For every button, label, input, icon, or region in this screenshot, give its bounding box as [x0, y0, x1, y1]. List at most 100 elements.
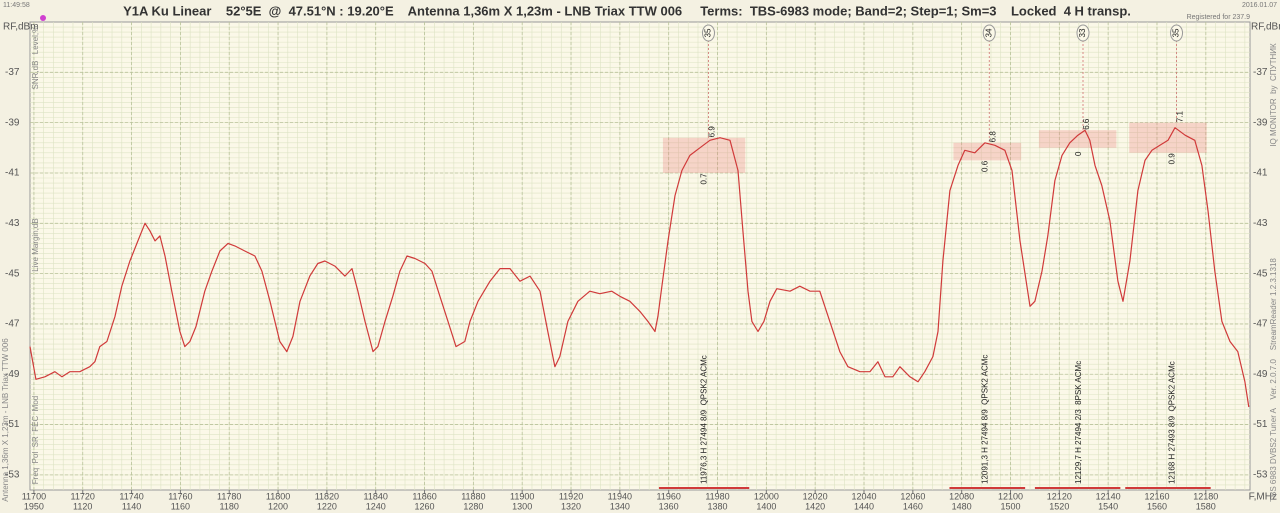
x-tick-label: 12000	[754, 491, 779, 501]
y-tick-label-right: -51	[1253, 419, 1268, 430]
level-badge	[982, 24, 996, 42]
x-tick-label: 11740	[119, 491, 143, 501]
side-label: Freq Pol SR FEC Mod	[31, 396, 40, 484]
y-tick-label: -49	[5, 369, 20, 380]
x-tick-label: 11840	[364, 491, 388, 501]
y-tick-label-right: -45	[1253, 268, 1268, 279]
x2-tick-label: 1160	[171, 501, 190, 511]
x2-tick-label: 1500	[1000, 501, 1020, 511]
x2-tick-label: 1540	[1098, 501, 1118, 511]
level-label: 34	[984, 28, 993, 37]
x-axis-label: F,MHz	[1249, 492, 1277, 503]
x-tick-label: 11720	[71, 491, 95, 501]
x2-tick-label: 1400	[756, 501, 776, 511]
margin-label: 0.6	[980, 160, 989, 172]
mer-label: 6.8	[988, 131, 997, 143]
x-tick-label: 12040	[851, 491, 876, 501]
band-bar	[1034, 487, 1121, 489]
x-tick-label: 12120	[1047, 491, 1072, 501]
margin-label: 0	[1074, 151, 1083, 156]
y-tick-label-right: -49	[1253, 369, 1268, 380]
margin-label: 0.9	[1168, 153, 1177, 165]
margin-shade	[1129, 122, 1207, 153]
side-label: Live Margin,dB	[31, 218, 40, 271]
spectrum-line	[29, 127, 1250, 408]
y-tick-label: -47	[5, 319, 20, 330]
level-label: 35	[704, 28, 713, 37]
mer-label: 6.6	[1082, 118, 1091, 130]
x2-tick-label: 1480	[952, 501, 972, 511]
x2-tick-label: 1120	[73, 501, 92, 511]
x-tick-label: 12180	[1193, 491, 1218, 501]
y-tick-label: -41	[5, 168, 20, 179]
y-tick-label-right: -47	[1253, 319, 1268, 330]
x-tick-label: 11920	[559, 491, 583, 501]
y-tick-label-right: -37	[1253, 67, 1268, 78]
y-tick-label-right: -53	[1253, 470, 1268, 481]
y-tick-label: -51	[5, 419, 20, 430]
x2-tick-label: 1440	[854, 501, 874, 511]
transponder-info: 12091,3 H 27494 8/9 QPSK2 ACMc	[980, 355, 989, 484]
y-tick-label: -37	[5, 67, 20, 78]
x-tick-label: 11760	[168, 491, 192, 501]
side-label: Antenna 1,36m X 1,23m - LNB Triax TTW 00…	[1, 338, 10, 502]
band-bar	[1125, 487, 1211, 489]
x-tick-label: 11980	[705, 491, 729, 501]
mer-label: 6.9	[708, 126, 717, 138]
x2-tick-label: 1950	[24, 501, 44, 511]
y-tick-label-right: -39	[1253, 117, 1268, 128]
side-label: TBS 6983 DVBS2 Tuner A Ver. 2.0.7.0 Stre…	[1269, 258, 1278, 502]
x2-tick-label: 1240	[366, 501, 386, 511]
mer-label: 7.1	[1176, 111, 1185, 123]
transponder-info: 11976,3 H 27494 8/9 QPSK2 ACMc	[700, 355, 709, 484]
x2-tick-label: 1300	[512, 501, 532, 511]
side-label: IQ MONITOR by CПУТНИК	[1269, 43, 1278, 147]
y-tick-label: -53	[5, 470, 20, 481]
x2-tick-label: 1520	[1049, 501, 1069, 511]
x2-tick-label: 1280	[463, 501, 483, 511]
x-tick-label: 12100	[998, 491, 1023, 501]
x-tick-label: 12020	[803, 491, 828, 501]
x-tick-label: 11780	[217, 491, 241, 501]
x2-tick-label: 1460	[903, 501, 923, 511]
y-tick-label: -45	[5, 268, 20, 279]
margin-shade	[662, 137, 746, 173]
y-axis-label-right: RF,dBm	[1251, 22, 1280, 33]
x2-tick-label: 1220	[317, 501, 337, 511]
date: 2016.01.07	[1242, 2, 1277, 9]
x2-tick-label: 1420	[805, 501, 825, 511]
x-tick-label: 11700	[22, 491, 46, 501]
y-tick-label: -39	[5, 117, 20, 128]
x-tick-label: 11860	[412, 491, 436, 501]
transponder-info: 12168 H 27493 8/9 QPSK2 ACMc	[1168, 361, 1177, 484]
x2-tick-label: 1180	[220, 501, 239, 511]
y-tick-label-right: -43	[1253, 218, 1268, 229]
side-label: SNR,dB	[31, 61, 40, 90]
band-bar	[949, 487, 1026, 489]
x2-tick-label: 1580	[1196, 501, 1216, 511]
x2-tick-label: 1560	[1147, 501, 1167, 511]
margin-shade	[953, 142, 1022, 161]
level-badge	[1076, 24, 1090, 42]
x-tick-label: 11900	[510, 491, 534, 501]
x2-tick-label: 1380	[708, 501, 728, 511]
icon	[40, 15, 46, 21]
chart-title: Y1A Ku Linear 52°5E @ 47.51°N : 19.20°E …	[123, 3, 1131, 18]
x-tick-label: 11960	[657, 491, 681, 501]
level-label: 33	[1078, 28, 1087, 37]
x-tick-label: 11820	[315, 491, 339, 501]
margin-shade	[1038, 130, 1117, 148]
x2-tick-label: 1340	[610, 501, 630, 511]
level-badge	[701, 24, 715, 42]
x-tick-label: 11940	[608, 491, 632, 501]
registered: Registered for 237.9	[1187, 14, 1251, 21]
x-tick-label: 12080	[949, 491, 974, 501]
y-tick-label-right: -41	[1253, 168, 1268, 179]
grid	[30, 22, 1250, 490]
level-label: 35	[1172, 28, 1181, 37]
x2-tick-label: 1200	[268, 501, 288, 511]
x-tick-label: 12060	[900, 491, 925, 501]
x2-tick-label: 1360	[659, 501, 679, 511]
transponder-info: 12129,7 H 27494 2/3 8PSK ACMc	[1074, 361, 1083, 484]
